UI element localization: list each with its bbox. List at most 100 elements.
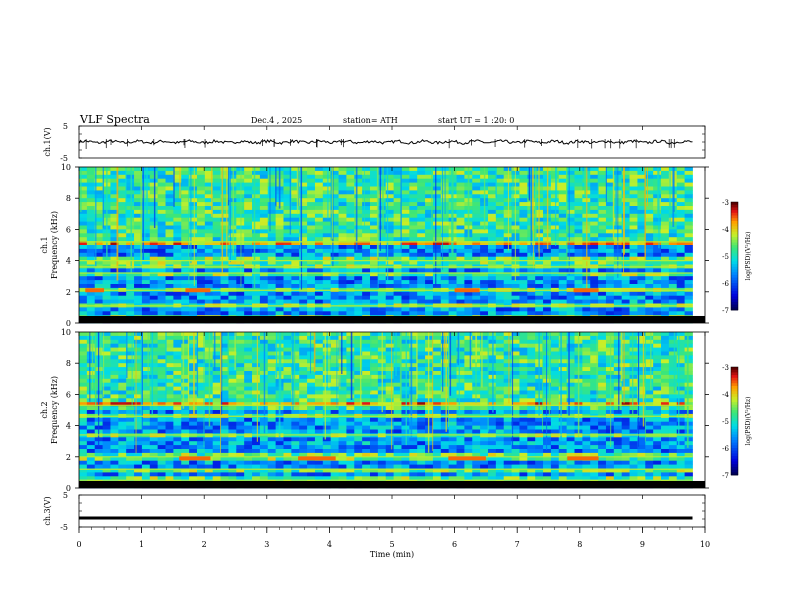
spectrogram-cell xyxy=(322,241,332,246)
spectrogram-cell xyxy=(472,209,481,215)
spectrogram-cell xyxy=(307,351,316,356)
spectrogram-cell xyxy=(204,449,214,454)
spectrogram-cell xyxy=(236,190,245,195)
spectrogram-cell xyxy=(409,241,418,246)
spectrogram-cell xyxy=(134,260,143,265)
spectrogram-cell xyxy=(362,272,371,277)
spectrogram-cell xyxy=(126,268,135,273)
spectrogram-cell xyxy=(236,351,245,356)
spectrogram-cell xyxy=(196,167,206,172)
spectrogram-cell xyxy=(307,198,316,203)
spectrogram-cell xyxy=(322,452,332,458)
spectrogram-cell xyxy=(401,299,410,304)
spectrogram-cell xyxy=(393,198,402,203)
spectrogram-cell xyxy=(393,386,402,391)
spectrogram-cell xyxy=(86,335,96,341)
spectrogram-cell xyxy=(181,406,190,411)
spectrogram-cell xyxy=(244,307,253,312)
spectrogram-cell xyxy=(252,307,261,312)
spectrogram-cell xyxy=(330,378,339,384)
spectrogram-cell xyxy=(102,390,111,395)
spectrogram-cell xyxy=(189,276,198,281)
spectrogram-cell xyxy=(574,311,583,316)
spectrogram-cell xyxy=(495,260,505,265)
spectrogram-cell xyxy=(495,194,505,199)
spectrogram-cell xyxy=(86,299,96,304)
spectrogram-cell xyxy=(181,295,190,300)
spectrogram-cell xyxy=(377,299,387,304)
spectrogram-cell xyxy=(605,206,615,211)
spectrogram-cell xyxy=(228,429,237,434)
spectrogram-cell xyxy=(346,464,355,469)
spectrogram-cell xyxy=(110,394,119,399)
spectrogram-cell xyxy=(181,170,190,176)
spectrogram-cell xyxy=(370,167,379,172)
spectrogram-cell xyxy=(291,468,300,473)
spectrogram-cell xyxy=(307,371,316,376)
spectrogram-cell xyxy=(283,225,292,230)
spectrogram-cell xyxy=(220,378,229,384)
spectrogram-cell xyxy=(134,307,143,312)
spectrogram-cell xyxy=(566,299,575,304)
spectrogram-cell xyxy=(432,174,442,180)
spectrogram-cell xyxy=(157,335,166,341)
spectrogram-cell xyxy=(236,311,245,316)
spectrogram-cell xyxy=(212,452,221,458)
spectrogram-cell xyxy=(425,284,434,289)
spectrogram-cell xyxy=(314,295,324,300)
spectrogram-cell xyxy=(495,182,505,187)
spectrogram-cell xyxy=(621,213,630,219)
spectrogram-cell xyxy=(181,394,190,399)
spectrogram-cell xyxy=(118,260,127,265)
spectrogram-cell xyxy=(314,464,324,469)
spectrogram-cell xyxy=(684,209,693,215)
spectrogram-cell xyxy=(456,225,465,230)
spectrogram-cell xyxy=(165,371,174,376)
spectrogram-cell xyxy=(283,217,292,222)
spectrogram-cell xyxy=(385,429,395,434)
spectrogram-cell xyxy=(196,248,206,254)
spectrogram-cell xyxy=(307,445,316,450)
spectrogram-cell xyxy=(118,367,127,372)
spectrogram-cell xyxy=(299,237,308,242)
spectrogram-cell xyxy=(79,206,88,211)
spectrogram-cell xyxy=(275,280,284,285)
spectrogram-cell xyxy=(118,174,127,180)
spectrogram-cell xyxy=(110,390,119,395)
spectrogram-cell xyxy=(165,268,174,273)
spectrogram-cell xyxy=(362,276,371,281)
spectrogram-cell xyxy=(385,295,395,300)
spectrogram-cell xyxy=(676,178,686,183)
spectrogram-cell xyxy=(598,217,607,222)
spectrogram-cell xyxy=(385,178,395,183)
spectrogram-cell xyxy=(94,221,103,226)
spectrogram-cell xyxy=(645,174,654,180)
spectrogram-cell xyxy=(291,299,300,304)
spectrogram-cell xyxy=(236,417,245,423)
spectrogram-cell xyxy=(527,284,536,289)
spectrogram-cell xyxy=(79,339,88,345)
spectrogram-cell xyxy=(149,460,159,465)
spectrogram-cell xyxy=(346,221,355,226)
spectrogram-cell xyxy=(228,276,237,281)
spectrogram-cell xyxy=(582,299,591,304)
spectrogram-cell xyxy=(519,198,528,203)
spectrogram-cell xyxy=(149,449,159,454)
spectrogram-cell xyxy=(126,390,135,395)
spectrogram-cell xyxy=(110,307,119,312)
spectrogram-cell xyxy=(385,237,395,242)
spectrogram-cell xyxy=(149,452,159,458)
spectrogram-cell xyxy=(370,343,379,348)
spectrogram-cell xyxy=(259,194,269,199)
spectrogram-cell xyxy=(157,429,166,434)
spectrogram-cell xyxy=(141,371,151,376)
spectrogram-cell xyxy=(558,182,568,187)
spectrogram-cell xyxy=(472,202,481,207)
spectrogram-cell xyxy=(543,268,552,273)
spectrogram-cell xyxy=(621,307,630,312)
spectrogram-cell xyxy=(503,272,512,277)
spectrogram-cell xyxy=(275,268,284,273)
spectrogram-cell xyxy=(252,268,261,273)
spectrogram-cell xyxy=(94,260,103,265)
